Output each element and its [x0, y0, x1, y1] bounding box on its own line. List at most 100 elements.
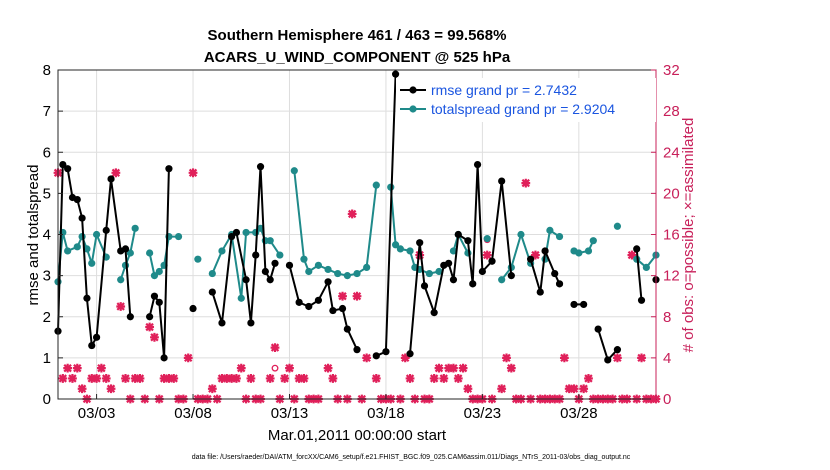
rmse-point — [285, 261, 294, 269]
rmse-line — [635, 248, 643, 301]
rmse-point — [555, 280, 564, 288]
obs-assimilated-marker — [280, 374, 290, 383]
rmse-point — [498, 177, 506, 185]
obs-assimilated-marker — [579, 384, 589, 394]
totalspread-point — [314, 261, 323, 269]
rmse-line — [57, 162, 132, 349]
obs-assimilated-marker — [569, 384, 579, 394]
rmse-point — [232, 228, 241, 237]
totalspread-point — [575, 249, 583, 257]
obs-assimilated-marker — [188, 168, 198, 178]
obs-assimilated-marker — [328, 374, 338, 383]
legend-spread-label: totalspread grand pr = 2.9204 — [431, 101, 615, 117]
y-right-tick-label: 16 — [663, 227, 680, 244]
y-right-tick-label: 0 — [663, 391, 671, 408]
rmse-point — [295, 298, 303, 306]
legend-rmse-label: rmse grand pr = 2.7432 — [431, 82, 577, 98]
rmse-point — [88, 341, 96, 350]
obs-assimilated-marker — [227, 374, 237, 383]
rmse-point — [160, 354, 168, 362]
rmse-point — [406, 350, 414, 358]
y-left-tick-label: 7 — [43, 103, 51, 120]
chart-title: Southern Hemisphere 461 / 463 = 99.568% … — [204, 27, 511, 66]
obs-assimilated-marker — [232, 374, 241, 383]
obs-assimilated-marker — [135, 374, 145, 383]
footer-data-file: data file: /Users/raeder/DAI/ATM_forcXX/… — [192, 454, 631, 461]
obs-assimilated-marker — [463, 384, 473, 394]
obs-assimilated-marker — [294, 374, 304, 383]
obs-assimilated-marker — [444, 363, 454, 373]
obs-assimilated-marker — [72, 363, 82, 373]
rmse-point — [372, 352, 380, 360]
obs-assimilated-marker — [347, 209, 357, 219]
rmse-point — [449, 276, 458, 284]
rmse-point — [613, 346, 622, 354]
totalspread-point — [155, 267, 163, 276]
rmse-point — [324, 278, 332, 286]
rmse-point — [102, 226, 110, 234]
legend-spread-marker — [409, 105, 417, 113]
obs-assimilated-marker — [130, 374, 140, 383]
obs-assimilated-marker — [434, 363, 444, 373]
obs-assimilated-marker — [400, 353, 410, 363]
obs-assimilated-marker — [270, 343, 280, 352]
rmse-point — [420, 282, 429, 290]
totalspread-point — [73, 243, 81, 251]
rmse-point — [464, 237, 472, 245]
obs-assimilated-marker — [183, 353, 193, 363]
y-left-tick-label: 8 — [43, 62, 51, 79]
rmse-point — [478, 267, 486, 276]
rmse-point — [78, 214, 86, 222]
totalspread-point — [305, 267, 313, 276]
x-tick-label: 03/28 — [560, 405, 598, 422]
totalspread-point — [92, 230, 101, 239]
obs-assimilated-marker — [415, 250, 425, 260]
y-left-tick-label: 0 — [43, 391, 51, 408]
rmse-point — [271, 259, 279, 267]
totalspread-point — [483, 235, 491, 243]
totalspread-point — [517, 230, 525, 239]
totalspread-point — [290, 167, 298, 175]
rmse-point — [252, 251, 260, 259]
totalspread-line — [119, 228, 137, 281]
rmse-point — [338, 304, 347, 313]
obs-assimilated-marker — [111, 168, 121, 178]
totalspread-point — [498, 276, 506, 284]
obs-assimilated-marker — [106, 384, 116, 394]
totalspread-point — [396, 245, 405, 253]
obs-assimilated-marker — [449, 363, 458, 373]
obs-assimilated-marker — [497, 384, 507, 394]
y-left-tick-label: 4 — [43, 227, 51, 244]
obs-assimilated-marker — [159, 374, 169, 383]
rmse-point — [242, 276, 250, 284]
obs-assimilated-marker — [92, 374, 101, 383]
totalspread-point — [117, 276, 125, 284]
obs-assimilated-marker — [63, 363, 73, 373]
obs-assimilated-marker — [637, 353, 646, 363]
totalspread-point — [406, 247, 414, 255]
totalspread-point — [435, 267, 443, 276]
totalspread-point — [218, 247, 226, 255]
obs-assimilated-marker — [68, 374, 77, 383]
totalspread-point — [642, 263, 650, 271]
chart-title-line-2: ACARS_U_WIND_COMPONENT @ 525 hPa — [204, 49, 511, 66]
totalspread-point — [126, 249, 134, 257]
rmse-point — [594, 325, 602, 333]
totalspread-point — [363, 263, 371, 271]
obs-assimilated-marker — [559, 353, 569, 363]
legend: rmse grand pr = 2.7432 totalspread grand… — [396, 78, 656, 122]
y-right-tick-label: 24 — [663, 144, 680, 161]
rmse-point — [165, 165, 173, 173]
y-right-tick-label: 32 — [663, 62, 680, 79]
obs-assimilated-marker — [145, 322, 155, 332]
rmse-point — [353, 346, 361, 354]
obs-assimilated-marker — [236, 363, 246, 373]
totalspread-point — [237, 294, 245, 302]
rmse-point — [305, 302, 313, 311]
obs-assimilated-marker — [101, 374, 111, 383]
obs-assimilated-marker — [429, 374, 439, 383]
totalspread-point — [194, 255, 202, 263]
obs-assimilated-marker — [246, 374, 256, 383]
rmse-point — [570, 300, 578, 309]
